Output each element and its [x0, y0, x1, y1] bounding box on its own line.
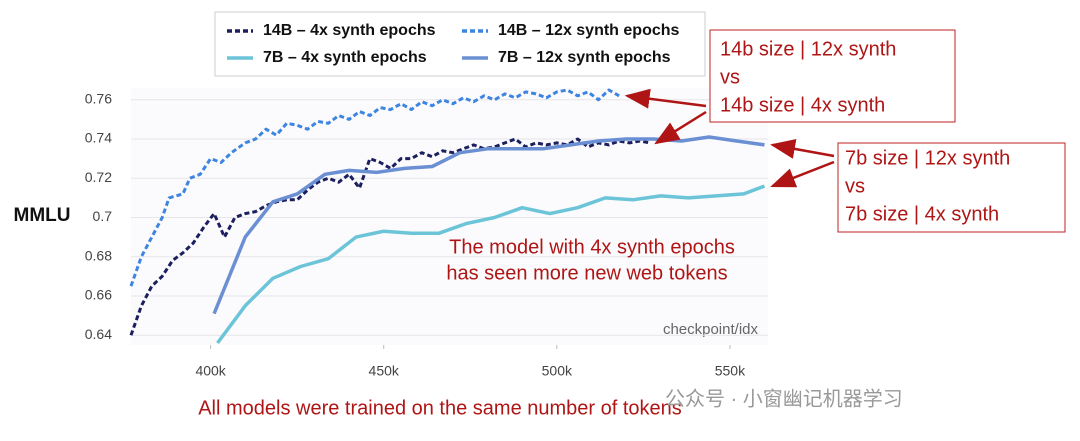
- annotation-text: The model with 4x synth epochs: [449, 236, 735, 258]
- x-tick-label: 400k: [195, 363, 226, 379]
- legend-label: 7B – 12x synth epochs: [498, 49, 671, 66]
- x-axis-label: checkpoint/idx: [663, 321, 759, 338]
- annotation-box: [837, 142, 1066, 233]
- legend-label: 14B – 12x synth epochs: [498, 22, 680, 39]
- y-axis-label: MMLU: [14, 205, 71, 226]
- watermark: 公众号 · 小窗幽记机器学习: [665, 387, 903, 410]
- y-tick-label: 0.68: [85, 247, 112, 263]
- series-line: [216, 184, 766, 345]
- x-tick-label: 500k: [542, 363, 573, 379]
- annotation-arrow: [770, 139, 835, 159]
- x-tick-label: 450k: [369, 363, 400, 379]
- annotation-text: 7b size | 12x synth: [845, 147, 1010, 169]
- annotation-text: has seen more new web tokens: [446, 262, 727, 284]
- y-tick-label: 0.66: [85, 287, 112, 303]
- annotation-text: 14b size | 12x synth: [720, 38, 896, 60]
- y-tick-label: 0.64: [85, 326, 112, 342]
- annotation-arrow: [624, 88, 707, 109]
- annotation-arrow: [654, 110, 707, 145]
- y-tick-label: 0.76: [85, 90, 112, 106]
- y-tick-label: 0.72: [85, 169, 112, 185]
- x-tick-label: 550k: [715, 363, 746, 379]
- plot-area: [131, 88, 768, 345]
- annotation-arrow: [770, 160, 835, 188]
- annotation-text: vs: [845, 175, 865, 197]
- y-tick-label: 0.7: [93, 208, 113, 224]
- annotation-text: 14b size | 4x synth: [720, 94, 885, 116]
- y-tick-label: 0.74: [85, 130, 112, 146]
- footer-note: All models were trained on the same numb…: [198, 397, 682, 419]
- annotation-text: 7b size | 4x synth: [845, 203, 999, 225]
- annotation-box: [709, 29, 956, 123]
- legend-label: 14B – 4x synth epochs: [263, 22, 436, 39]
- annotation-text: vs: [720, 66, 740, 88]
- series-line: [129, 88, 620, 287]
- legend-label: 7B – 4x synth epochs: [263, 49, 427, 66]
- legend: [214, 11, 706, 77]
